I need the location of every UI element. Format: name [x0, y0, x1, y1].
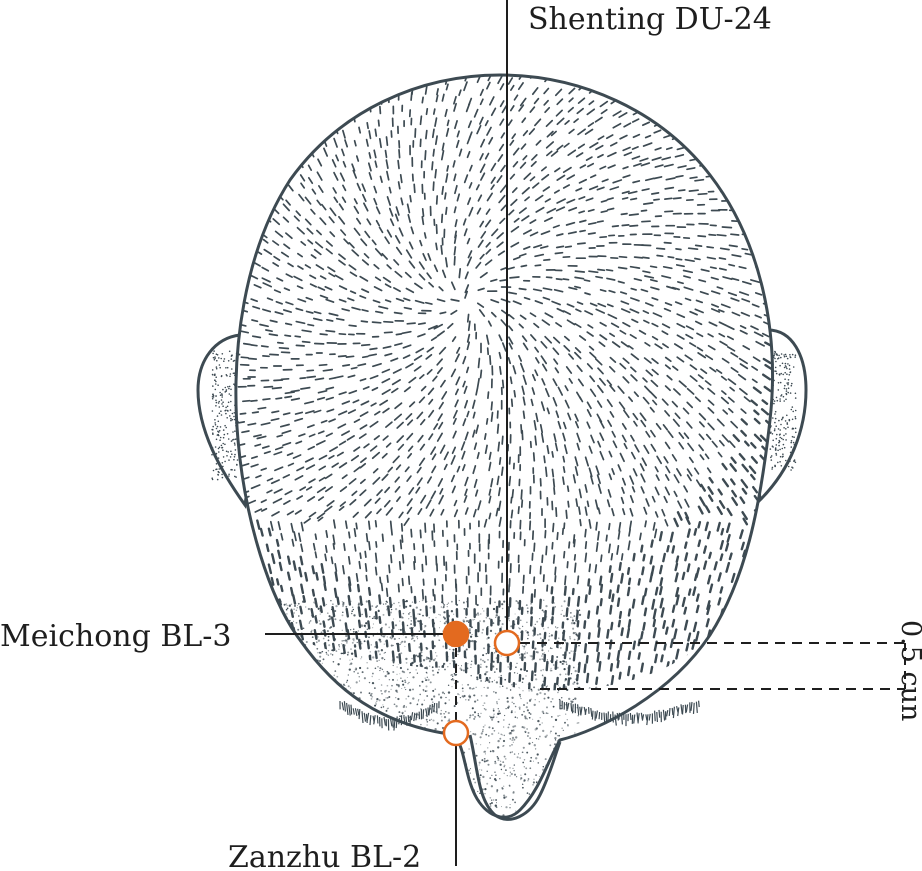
zanzhu-point — [442, 719, 470, 747]
right-eyebrow — [559, 699, 700, 727]
distance-bracket — [520, 642, 906, 690]
distance-label: 0.5 cun — [895, 620, 922, 721]
shenting-point — [493, 629, 521, 657]
shenting-label: Shenting DU-24 — [528, 2, 772, 37]
left-eyebrow — [339, 700, 440, 731]
meichong-point — [442, 620, 470, 648]
meichong-label: Meichong BL-3 — [0, 619, 232, 654]
zanzhu-label: Zanzhu BL-2 — [228, 840, 421, 871]
nose — [468, 734, 562, 821]
leader-lines — [265, 0, 508, 866]
